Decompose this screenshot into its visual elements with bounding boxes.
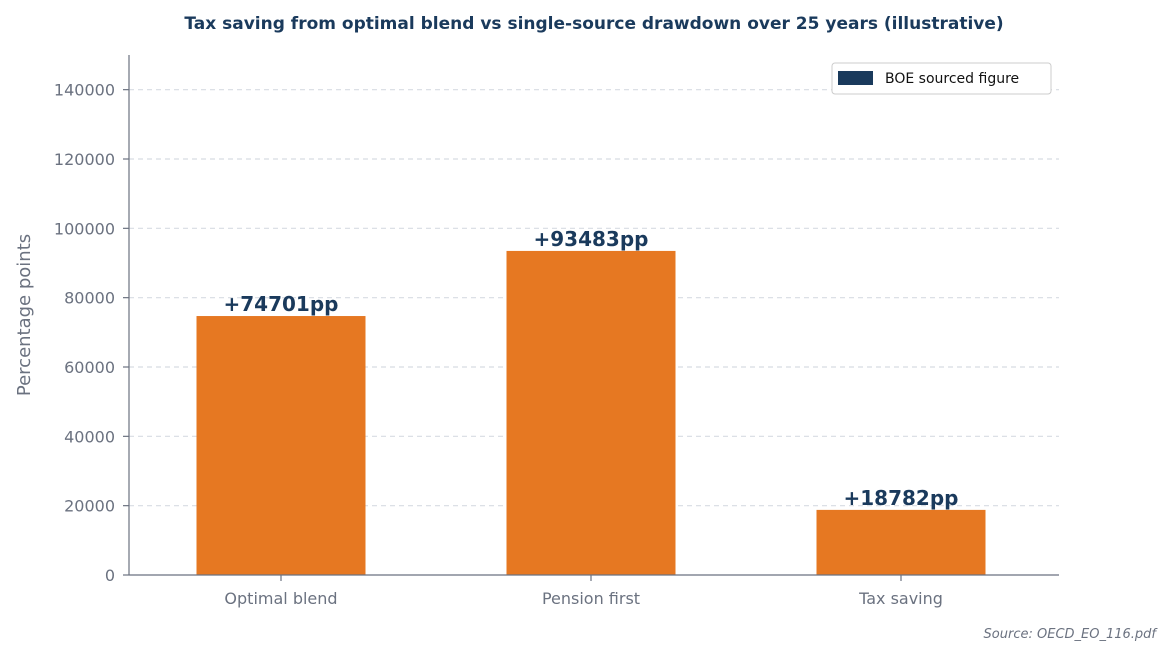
legend-box xyxy=(831,62,1052,95)
source-note: Source: OECD_EO_116.pdf xyxy=(984,627,1159,642)
chart-title: Tax saving from optimal blend vs single-… xyxy=(184,14,1003,34)
bar-pension-first xyxy=(506,250,676,575)
data-label: +93483pp xyxy=(534,227,649,251)
y-tick-label: 40000 xyxy=(64,427,115,446)
x-tick-label: Pension first xyxy=(542,589,640,608)
data-label: +74701pp xyxy=(224,292,339,316)
bar-optimal-blend xyxy=(196,316,366,575)
legend-swatch xyxy=(838,71,873,85)
x-tick-label: Tax saving xyxy=(858,589,943,608)
legend: BOE sourced figure xyxy=(831,62,1052,95)
y-tick-label: 140000 xyxy=(54,81,115,100)
y-axis-ticks: 0 20000 40000 60000 80000 100000 120000 140000 xyxy=(54,81,129,585)
y-tick-label: 60000 xyxy=(64,358,115,377)
axes xyxy=(128,55,1059,576)
y-tick-label: 80000 xyxy=(64,289,115,308)
bar-tax-saving xyxy=(816,509,986,575)
y-tick-label: 100000 xyxy=(54,219,115,238)
y-tick-label: 0 xyxy=(105,566,115,585)
data-labels: +74701pp +93483pp +18782pp xyxy=(224,227,959,510)
x-axis-ticks: Optimal blend Pension first Tax saving xyxy=(224,575,943,608)
y-axis-title: Percentage points xyxy=(14,234,35,396)
legend-label: BOE sourced figure xyxy=(885,71,1019,87)
y-tick-label: 120000 xyxy=(54,150,115,169)
bars xyxy=(196,250,986,575)
x-tick-label: Optimal blend xyxy=(224,589,337,608)
data-label: +18782pp xyxy=(844,486,959,510)
y-tick-label: 20000 xyxy=(64,497,115,516)
